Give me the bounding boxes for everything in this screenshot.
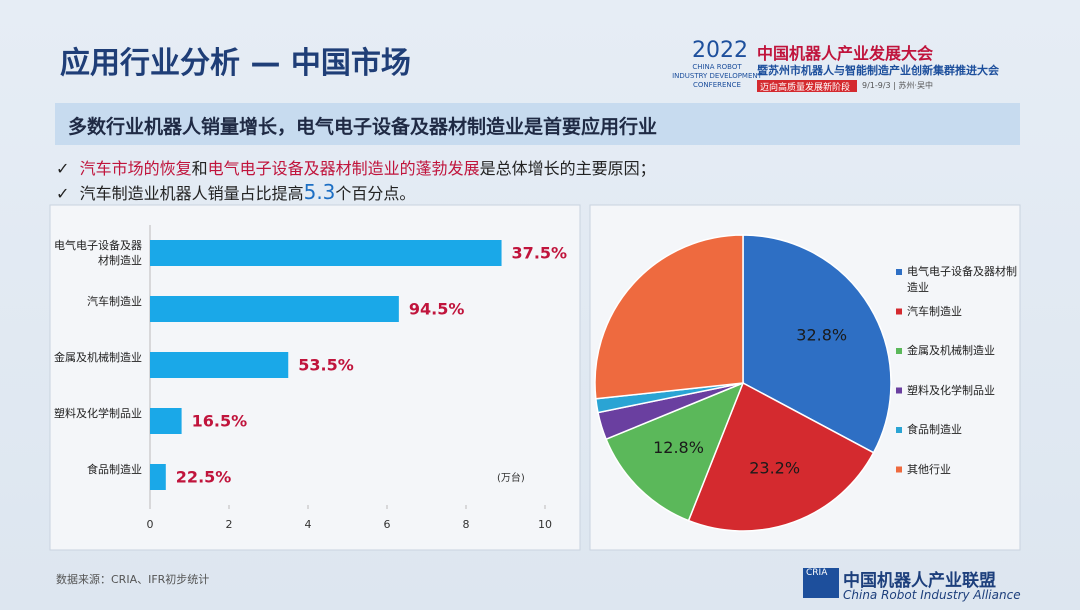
y-tick-label: 金属及机械制造业 — [54, 351, 142, 364]
unit-label: (万台) — [497, 471, 525, 484]
bar — [150, 408, 182, 434]
data-label: 32.8% — [796, 325, 847, 344]
slogan-bg — [757, 80, 857, 92]
legend-swatch — [896, 427, 902, 433]
pie-slice — [742, 234, 892, 454]
annotation: 37.5% — [512, 244, 568, 263]
footer-cn: 中国机器人产业联盟 — [843, 571, 996, 591]
annotation: 53.5% — [298, 356, 354, 375]
annotation: 22.5% — [176, 468, 232, 487]
data-label: 23.2% — [749, 459, 800, 478]
legend-swatch — [896, 308, 902, 315]
pie-slice — [594, 234, 744, 400]
y-tick-label: 食品制造业 — [87, 463, 142, 476]
x-tick-label: 2 — [226, 518, 233, 531]
pie-slice — [605, 381, 745, 522]
bullet-text: 是总体增长的主要原因； — [479, 159, 656, 178]
y-tick-label: 汽车制造业 — [87, 295, 142, 308]
bullet-text: 汽车市场的恢复 — [79, 159, 192, 178]
bullet-text: 和 — [191, 159, 208, 178]
y-tick-label: 电气电子设备及器材制造业 — [54, 239, 142, 267]
bar — [150, 296, 399, 322]
bullet-highlight: 5.3 — [303, 180, 336, 204]
data-label: 12.8% — [653, 438, 704, 457]
x-tick-label: 6 — [384, 518, 391, 531]
annotation: 94.5% — [409, 300, 465, 319]
legend-label: 塑料及化学制品业 — [907, 383, 995, 397]
x-tick-label: 0 — [147, 518, 154, 531]
logo-en-line: CONFERENCE — [693, 81, 741, 89]
bullet-text: 个百分点。 — [335, 184, 416, 203]
footer-en: China Robot Industry Alliance — [843, 588, 1021, 602]
x-tick-label: 10 — [538, 518, 552, 531]
legend-swatch — [896, 348, 902, 354]
bullet: ✓ 汽车制造业机器人销量占比提高5.3个百分点。 — [56, 180, 416, 204]
title: 应用行业分析 — 中国市场 — [60, 46, 411, 81]
logo-en-line: INDUSTRY DEVELOPMENT — [672, 72, 762, 80]
legend-label: 金属及机械制造业 — [907, 344, 995, 357]
logo-en: CHINA ROBOT INDUSTRY DEVELOPMENT CONFERENC… — [672, 63, 762, 90]
banner: 多数行业机器人销量增长，电气电子设备及器材制造业是首要应用行业 — [68, 116, 658, 138]
source: 数据来源：CRIA、IFR初步统计 — [56, 573, 210, 586]
logo-cn: 中国机器人产业发展大会 — [757, 44, 934, 63]
banner-bg — [55, 103, 1020, 145]
legend-label: 食品制造业 — [907, 423, 962, 436]
x-tick-label: 8 — [463, 518, 470, 531]
bullet: ✓ 汽车市场的恢复和电气电子设备及器材制造业的蓬勃发展是总体增长的主要原因； — [56, 159, 656, 178]
bar — [150, 464, 166, 490]
bar — [150, 352, 289, 378]
x-tick-label: 4 — [305, 518, 312, 531]
legend-swatch — [896, 269, 902, 275]
bullet-text: 汽车制造业机器人销量占比提高 — [79, 184, 304, 203]
logo-year: 2022 — [692, 38, 748, 63]
pie-slice — [687, 381, 875, 532]
y-tick-label: 塑料及化学制品业 — [54, 407, 142, 420]
legend-label: 其他行业 — [907, 462, 951, 476]
logo-date: 9/1-9/3 | 苏州·吴中 — [862, 81, 933, 90]
footer-logo-bg — [803, 568, 839, 598]
legend-label: 汽车制造业 — [907, 304, 962, 318]
footer-abbr: CRIA — [806, 568, 828, 578]
legend-label: 电气电子设备及器材制造业 — [907, 265, 1017, 294]
annotation: 16.5% — [192, 412, 248, 431]
logo-cn-sub: 暨苏州市机器人与智能制造产业创新集群推进大会 — [757, 64, 999, 77]
bullet-text: 电气电子设备及器材制造业的蓬勃发展 — [207, 159, 480, 178]
legend-swatch — [896, 466, 902, 473]
legend-swatch — [896, 387, 902, 394]
logo-slogan: 迈向高质量发展新阶段 — [760, 83, 851, 93]
bar — [150, 240, 502, 266]
logo-en-line: CHINA ROBOT — [692, 63, 742, 71]
